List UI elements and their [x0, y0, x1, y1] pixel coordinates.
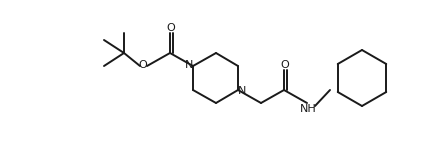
Text: O: O: [139, 60, 148, 70]
Text: N: N: [185, 60, 193, 70]
Text: NH: NH: [300, 104, 316, 114]
Text: N: N: [238, 86, 246, 96]
Text: O: O: [167, 23, 176, 33]
Text: O: O: [281, 60, 289, 70]
